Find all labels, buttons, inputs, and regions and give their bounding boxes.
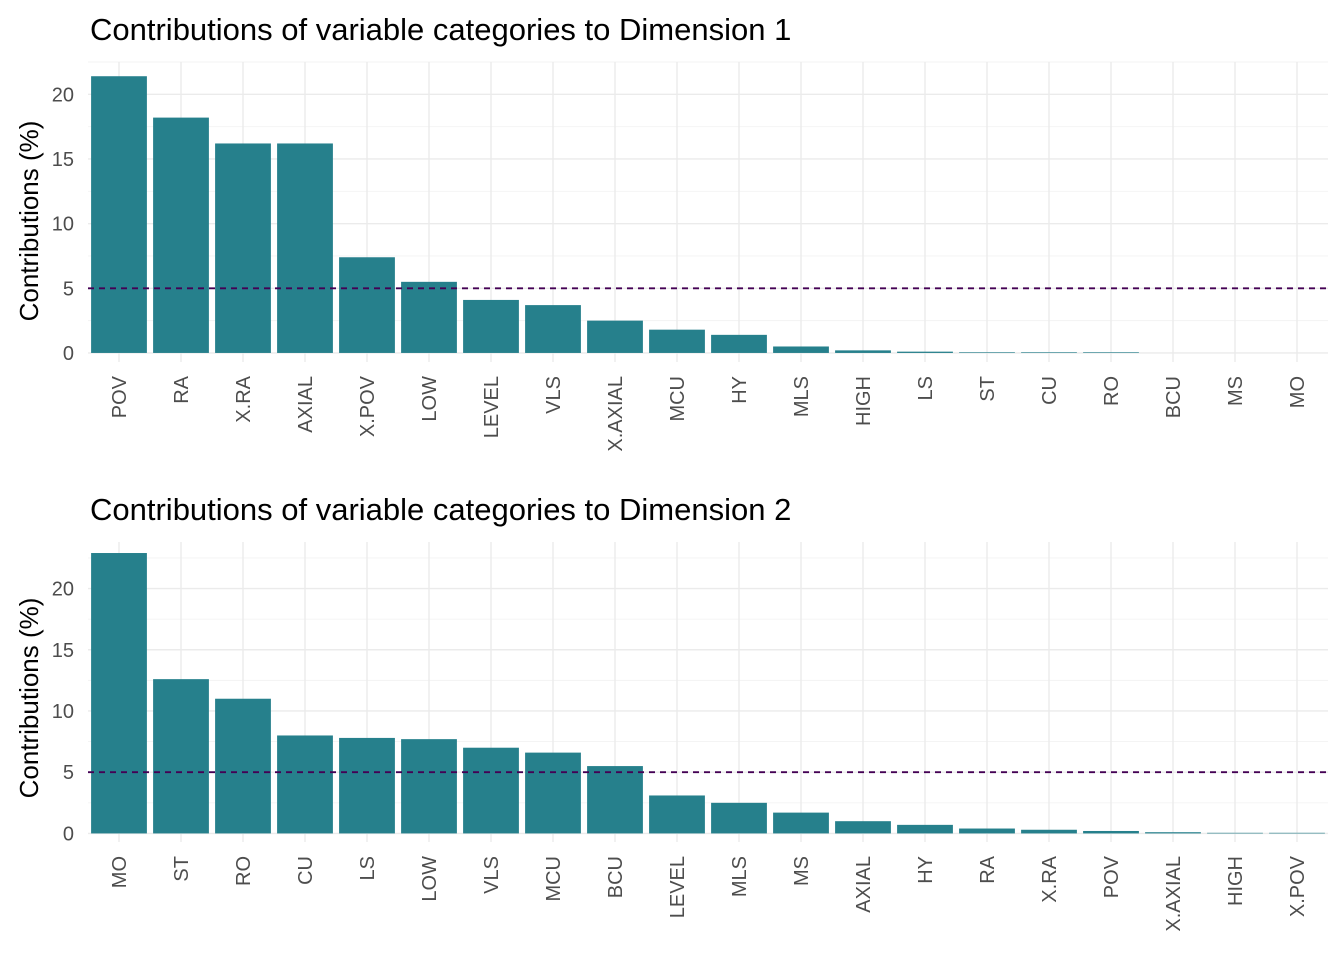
x-tick-label: MS	[791, 856, 813, 886]
bar	[711, 802, 767, 834]
bar	[401, 739, 457, 834]
y-tick-label: 15	[52, 149, 74, 171]
bar	[711, 334, 767, 353]
bar	[897, 824, 953, 834]
x-tick-label: HIGH	[853, 376, 875, 426]
x-tick-label: RA	[977, 855, 999, 883]
bar	[835, 350, 891, 353]
x-tick-label: AXIAL	[853, 856, 875, 913]
bar	[525, 752, 581, 834]
y-tick-label: 10	[52, 701, 74, 723]
x-tick-label: AXIAL	[295, 376, 317, 433]
x-tick-label: MO	[109, 856, 131, 888]
x-tick-label: MO	[1287, 376, 1309, 408]
bar	[835, 821, 891, 834]
x-tick-label: CU	[1039, 376, 1061, 405]
x-tick-label: MCU	[543, 856, 565, 902]
bar	[1269, 832, 1325, 834]
bar	[525, 305, 581, 353]
bar	[1021, 829, 1077, 834]
dimension-2-panel: Contributions of variable categories to …	[14, 492, 1328, 932]
y-tick-label: 0	[63, 823, 74, 845]
x-tick-label: X.POV	[1287, 855, 1309, 917]
x-tick-label: LEVEL	[667, 856, 689, 918]
x-tick-label: POV	[1101, 855, 1123, 898]
chart-title: Contributions of variable categories to …	[90, 12, 791, 47]
bar	[463, 747, 519, 834]
bar	[587, 766, 643, 834]
bars	[91, 76, 1139, 353]
bar	[587, 320, 643, 353]
x-tick-label: HY	[915, 856, 937, 884]
chart-title: Contributions of variable categories to …	[90, 492, 791, 527]
x-tick-label: X.RA	[233, 375, 255, 422]
bar	[897, 351, 953, 353]
x-tick-label: RO	[1101, 376, 1123, 406]
bar	[277, 735, 333, 834]
x-tick-label: X.AXIAL	[605, 376, 627, 452]
dimension-1-panel: Contributions of variable categories to …	[14, 12, 1328, 452]
x-tick-label: LEVEL	[481, 376, 503, 438]
y-axis-label: Contributions (%)	[14, 598, 44, 799]
x-tick-label: LS	[915, 376, 937, 400]
x-tick-label: LOW	[419, 376, 441, 422]
x-tick-label: CU	[295, 856, 317, 885]
bar	[959, 828, 1015, 834]
bar	[153, 679, 209, 834]
bar	[1145, 832, 1201, 834]
x-tick-label: MLS	[729, 856, 751, 897]
bar	[153, 117, 209, 353]
bar	[1021, 352, 1077, 353]
bar	[339, 257, 395, 353]
bar	[91, 553, 147, 834]
y-tick-label: 10	[52, 214, 74, 236]
x-tick-label: BCU	[605, 856, 627, 898]
bar	[1207, 832, 1263, 834]
bars	[91, 553, 1325, 834]
x-tick-label: RO	[233, 856, 255, 886]
y-tick-label: 5	[63, 762, 74, 784]
bar	[959, 352, 1015, 353]
x-tick-label: RA	[171, 375, 193, 403]
bar	[215, 698, 271, 834]
x-tick-label: LS	[357, 856, 379, 880]
y-axis-label: Contributions (%)	[14, 121, 44, 322]
bar	[773, 812, 829, 834]
x-tick-label: VLS	[543, 376, 565, 414]
x-tick-label: HIGH	[1225, 856, 1247, 906]
x-tick-label: X.AXIAL	[1163, 856, 1185, 932]
bar	[1083, 352, 1139, 353]
bar	[277, 143, 333, 353]
bar	[649, 795, 705, 834]
x-tick-label: BCU	[1163, 376, 1185, 418]
bar	[463, 299, 519, 353]
bar	[215, 143, 271, 353]
bar	[91, 76, 147, 353]
bar	[1083, 830, 1139, 834]
y-tick-label: 20	[52, 579, 74, 601]
x-tick-label: X.RA	[1039, 855, 1061, 902]
x-tick-label: ST	[171, 856, 193, 882]
x-tick-label: X.POV	[357, 375, 379, 437]
bar	[401, 281, 457, 353]
grid	[88, 542, 1328, 842]
y-tick-label: 0	[63, 343, 74, 365]
x-tick-label: LOW	[419, 856, 441, 902]
x-tick-label: VLS	[481, 856, 503, 894]
x-tick-label: MLS	[791, 376, 813, 417]
grid	[88, 61, 1328, 362]
x-tick-label: MS	[1225, 376, 1247, 406]
x-tick-label: ST	[977, 376, 999, 402]
bar	[649, 329, 705, 353]
bar	[773, 346, 829, 353]
bar	[339, 737, 395, 834]
x-tick-label: POV	[109, 375, 131, 418]
y-tick-label: 5	[63, 278, 74, 300]
x-tick-label: HY	[729, 376, 751, 404]
x-tick-label: MCU	[667, 376, 689, 422]
y-tick-label: 20	[52, 84, 74, 106]
y-tick-label: 15	[52, 640, 74, 662]
